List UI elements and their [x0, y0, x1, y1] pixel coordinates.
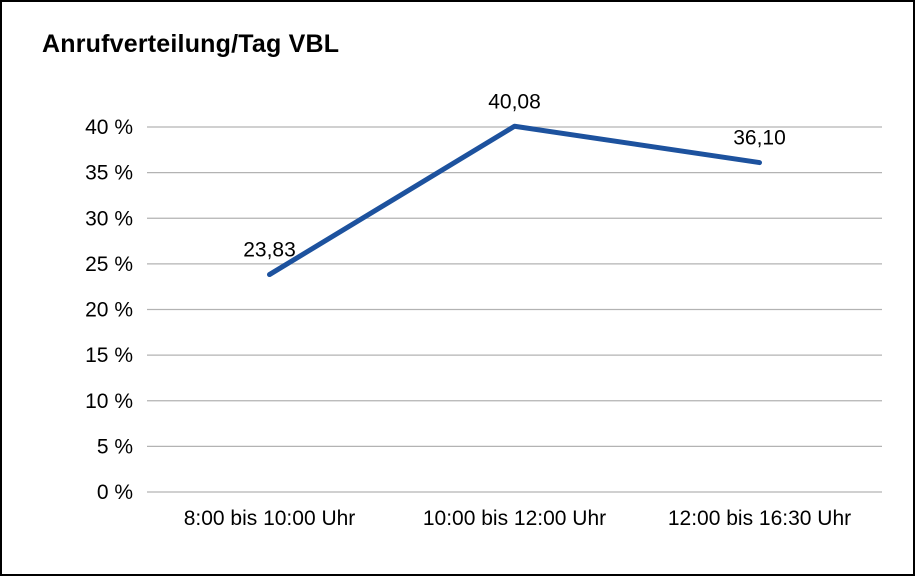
data-point-label: 36,10 [733, 127, 786, 150]
y-axis-tick-label: 35 % [85, 162, 133, 185]
data-point-label: 40,08 [488, 90, 541, 113]
y-axis-tick-label: 5 % [97, 435, 133, 458]
y-axis-tick-label: 10 % [85, 390, 133, 413]
data-point-label: 23,83 [243, 239, 296, 262]
y-axis-tick-label: 30 % [85, 207, 133, 230]
data-series-line [267, 123, 762, 278]
x-axis-tick-label: 10:00 bis 12:00 Uhr [423, 507, 606, 530]
x-axis-tick-label: 12:00 bis 16:30 Uhr [668, 507, 851, 530]
y-axis-tick-label: 15 % [85, 344, 133, 367]
y-axis-tick-label: 20 % [85, 299, 133, 322]
x-axis-tick-label: 8:00 bis 10:00 Uhr [184, 507, 356, 530]
chart-title: Anrufverteilung/Tag VBL [42, 30, 340, 58]
y-axis-tick-label: 0 % [97, 481, 133, 504]
y-axis-tick-label: 40 % [85, 116, 133, 139]
y-axis-tick-label: 25 % [85, 253, 133, 276]
